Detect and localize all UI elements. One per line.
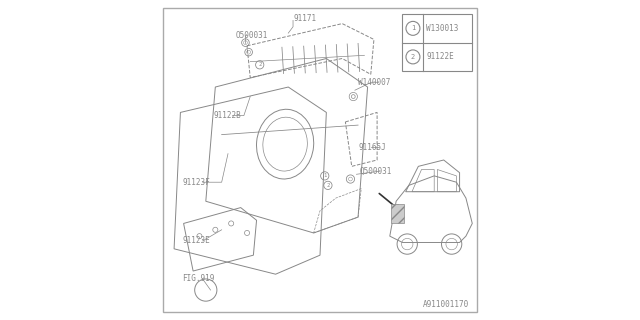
- Text: W130013: W130013: [426, 24, 459, 33]
- Text: 91122E: 91122E: [426, 52, 454, 61]
- Text: 1: 1: [323, 173, 326, 178]
- Text: 1: 1: [411, 25, 415, 31]
- Text: 91165J: 91165J: [358, 143, 386, 152]
- Text: A911001170: A911001170: [423, 300, 469, 309]
- Text: Q500031: Q500031: [360, 167, 392, 176]
- Text: FIG.919: FIG.919: [182, 275, 214, 284]
- Bar: [403, 14, 472, 71]
- Circle shape: [406, 50, 420, 64]
- Bar: [392, 204, 404, 223]
- Text: O500031: O500031: [236, 31, 268, 40]
- Text: 91123E: 91123E: [182, 236, 210, 245]
- Text: 91123F: 91123F: [182, 178, 210, 187]
- Text: W140007: W140007: [358, 78, 390, 87]
- Circle shape: [406, 21, 420, 35]
- Text: 91122B: 91122B: [214, 111, 241, 120]
- Text: 2: 2: [411, 54, 415, 60]
- Text: 91171: 91171: [293, 14, 316, 23]
- Text: 2: 2: [326, 183, 330, 188]
- Text: 2: 2: [258, 62, 261, 67]
